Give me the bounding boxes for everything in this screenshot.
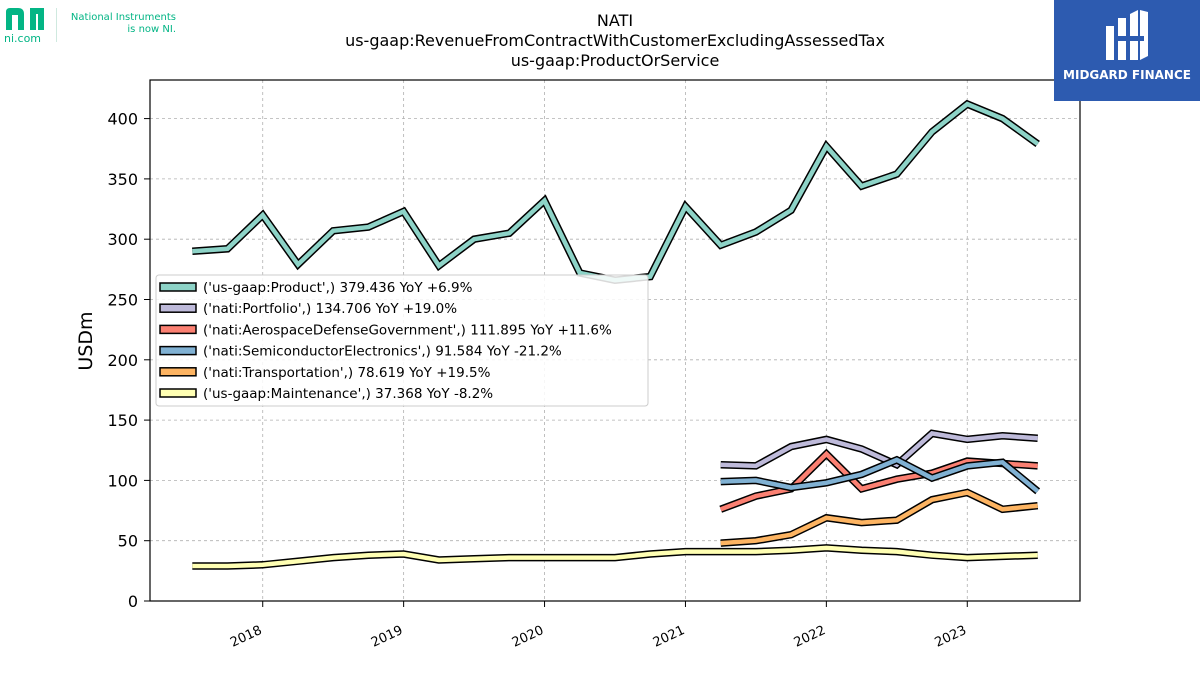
series-outline-4: [720, 488, 1039, 547]
legend-label: ('us-gaap:Product',) 379.436 YoY +6.9%: [203, 280, 473, 296]
legend-label: ('nati:SemiconductorElectronics',) 91.58…: [203, 344, 562, 360]
ni-logo-icon: [6, 8, 44, 30]
y-axis: 0 50 100 150 200 250 300 350 400: [107, 110, 150, 611]
plot-frame: [149, 79, 1081, 602]
x-axis: 2018 2019 2020 2021 2022 2023: [228, 601, 969, 651]
y-tick-label: 250: [107, 290, 138, 309]
ni-tagline-line-1: National Instruments: [70, 12, 176, 23]
legend-label: ('nati:Transportation',) 78.619 YoY +19.…: [203, 365, 491, 381]
legend-label: ('nati:Portfolio',) 134.706 YoY +19.0%: [203, 301, 457, 317]
series-line-1: [720, 431, 1038, 469]
x-tick-label: 2022: [792, 623, 828, 651]
logo-divider: [56, 8, 57, 42]
chart-title: NATI us-gaap:RevenueFromContractWithCust…: [300, 11, 930, 71]
legend-swatch: [159, 345, 197, 356]
chart-title-line-1: NATI: [596, 11, 634, 30]
y-tick-label: 0: [128, 592, 138, 611]
series-outline-0: [192, 99, 1040, 284]
y-axis-label: USDm: [75, 311, 97, 370]
x-tick-label: 2019: [369, 623, 405, 651]
series-line-0: [192, 101, 1040, 283]
x-tick-label: 2023: [933, 623, 969, 651]
series-line-5: [192, 545, 1038, 569]
legend-swatch: [159, 303, 197, 313]
brand-badge: MIDGARD FINANCE: [1054, 0, 1200, 101]
series-line-3: [720, 457, 1040, 494]
ni-tagline: National Instruments is now NI.: [66, 12, 176, 36]
legend-label: ('us-gaap:Maintenance',) 37.368 YoY -8.2…: [203, 386, 493, 402]
chart-title-line-3: us-gaap:ProductOrService: [510, 51, 720, 70]
ni-logo: ni.com National Instruments is now NI.: [4, 6, 194, 46]
legend-swatch: [159, 388, 197, 398]
midgard-logo-icon: [1106, 10, 1148, 60]
legend-swatch: [159, 282, 197, 292]
x-tick-label: 2020: [510, 623, 546, 651]
series-line-4: [720, 490, 1038, 546]
x-tick-label: 2018: [228, 623, 264, 651]
legend-swatch: [159, 367, 197, 377]
legend-label: ('nati:AerospaceDefenseGovernment',) 111…: [203, 322, 612, 338]
legend-box: [155, 274, 649, 407]
y-tick-label: 50: [118, 532, 138, 551]
legend-swatch: [159, 324, 197, 335]
grid: [150, 80, 1080, 602]
y-tick-label: 100: [107, 471, 138, 490]
ni-tagline-line-2: is now NI.: [127, 24, 176, 35]
legend: ('us-gaap:Product',) 379.436 YoY +6.9% ('…: [155, 274, 649, 407]
ni-domain: ni.com: [4, 32, 42, 45]
y-tick-label: 400: [107, 110, 138, 129]
y-tick-label: 150: [107, 411, 138, 430]
y-tick-label: 300: [107, 230, 138, 249]
brand-name: MIDGARD FINANCE: [1063, 68, 1191, 82]
y-tick-label: 350: [107, 170, 138, 189]
chart-title-line-2: us-gaap:RevenueFromContractWithCustomerE…: [345, 31, 885, 50]
y-tick-label: 200: [107, 351, 138, 370]
x-tick-label: 2021: [651, 623, 687, 651]
